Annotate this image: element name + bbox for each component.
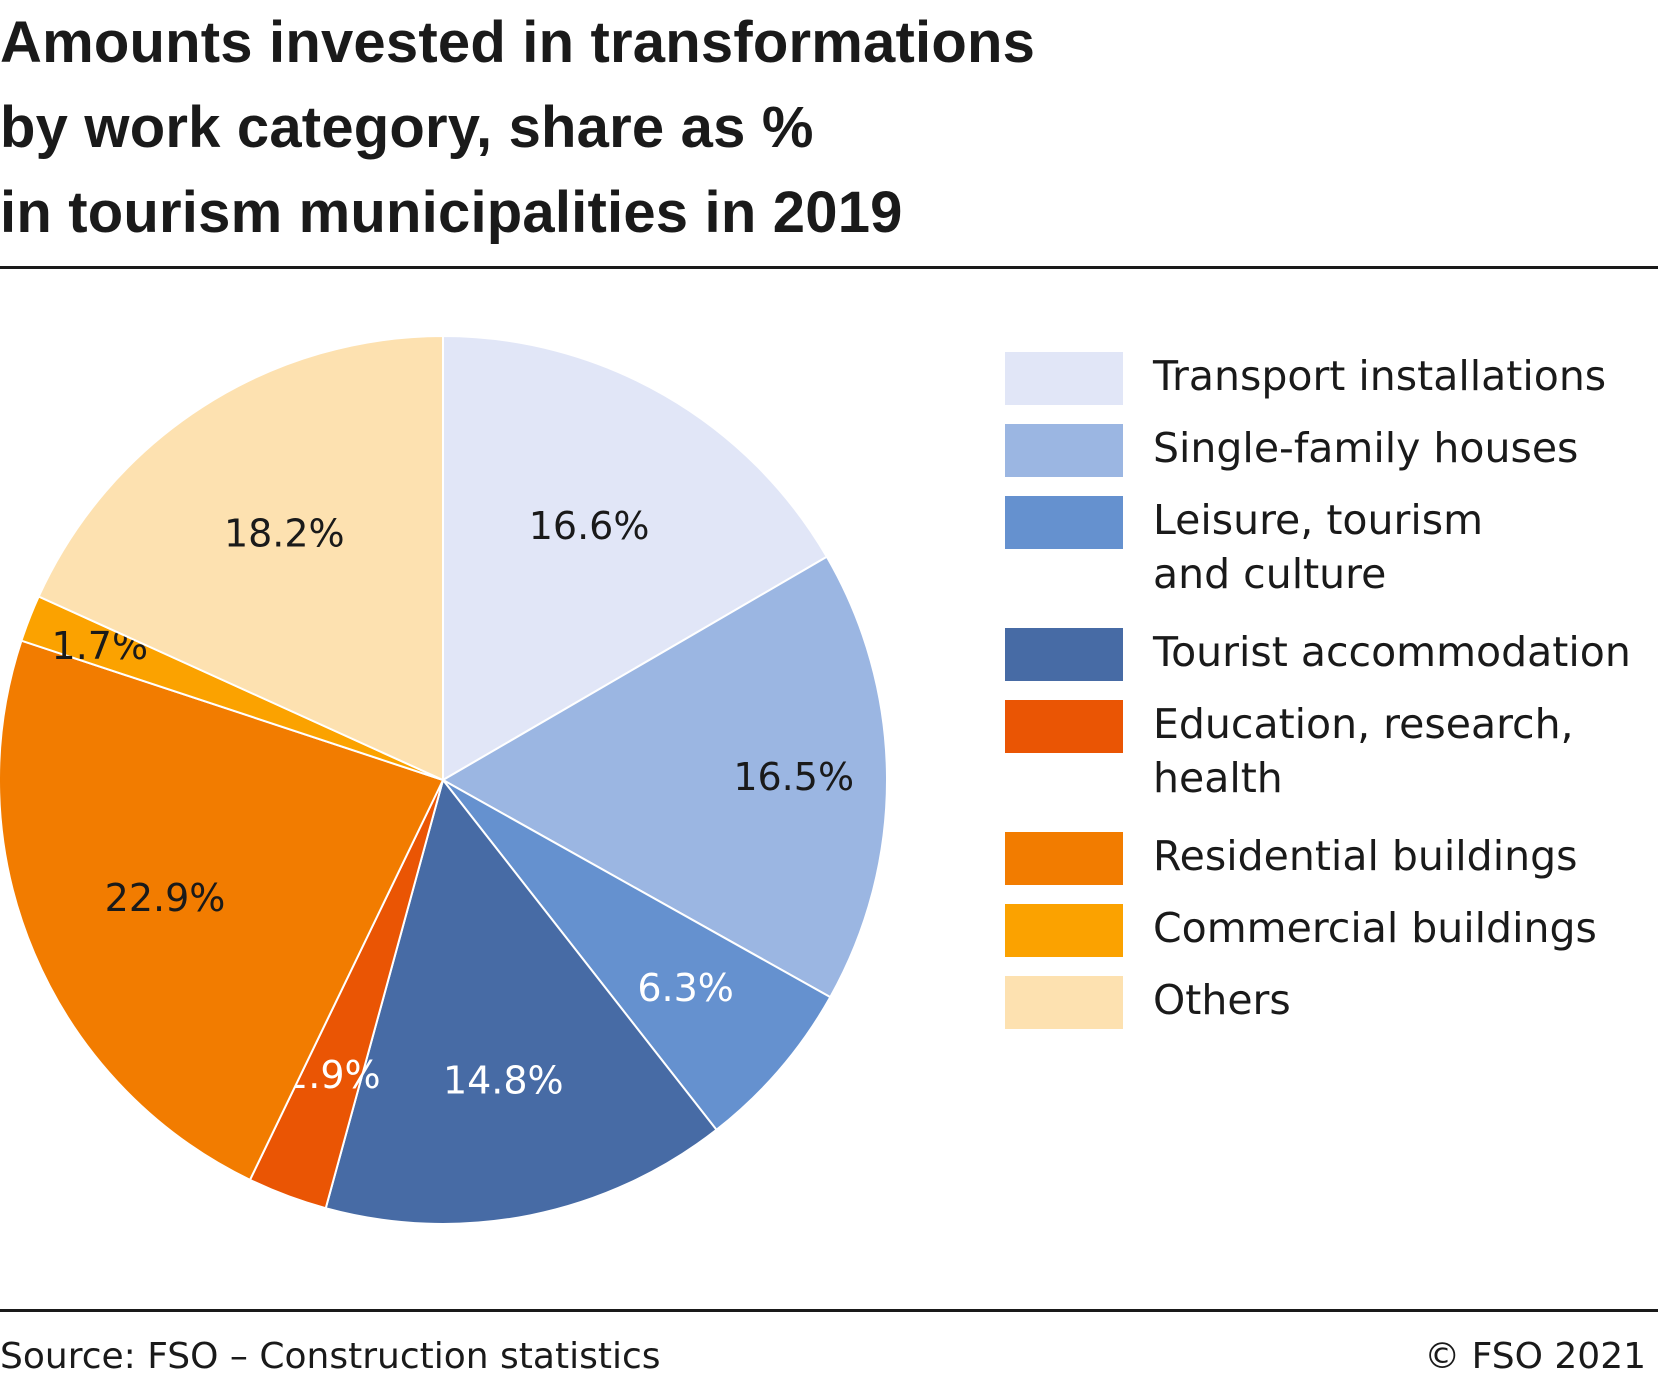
pie-slice [0, 639, 445, 1182]
legend-swatch [1005, 700, 1123, 753]
pie-slice [440, 555, 888, 999]
slice-value-label: 6.3% [637, 966, 734, 1010]
legend-label: Commercial buildings [1153, 904, 1597, 952]
slice-value-label: 18.2% [224, 512, 345, 556]
legend-swatch [1005, 832, 1123, 885]
legend-swatch [1005, 976, 1123, 1029]
source-note: Source: FSO – Construction statistics [0, 1336, 661, 1377]
legend-label: Others [1153, 976, 1291, 1024]
legend-label: Single-family houses [1153, 424, 1579, 472]
chart-title: Amounts invested in transformations by w… [0, 0, 1658, 255]
slice-value-label: 14.8% [443, 1058, 564, 1102]
title-line-3: in tourism municipalities in 2019 [0, 180, 903, 245]
footer-divider [0, 1309, 1658, 1312]
pie-slice [324, 777, 718, 1225]
pie-slice [37, 334, 444, 782]
slice-value-label: 16.5% [733, 755, 854, 799]
legend-swatch [1005, 352, 1123, 405]
pie-slice [442, 334, 829, 782]
legend-swatch [1005, 904, 1123, 957]
title-divider [0, 266, 1658, 269]
legend-label: Residential buildings [1153, 832, 1578, 880]
slice-value-label: 22.9% [105, 876, 226, 920]
legend-label: Tourist accommodation [1153, 628, 1631, 676]
legend-label: Transport installations [1153, 352, 1607, 400]
legend-label: Leisure, tourism and culture [1153, 496, 1484, 598]
copyright-note: © FSO 2021 [1424, 1336, 1646, 1377]
legend-swatch [1005, 496, 1123, 549]
legend-swatch [1005, 628, 1123, 681]
pie-slice [442, 779, 832, 1132]
slice-value-label: 16.6% [529, 504, 650, 548]
legend-label: Education, research, health [1153, 700, 1574, 802]
legend-swatch [1005, 424, 1123, 477]
title-line-1: Amounts invested in transformations [0, 10, 1036, 75]
title-line-2: by work category, share as % [0, 95, 814, 160]
